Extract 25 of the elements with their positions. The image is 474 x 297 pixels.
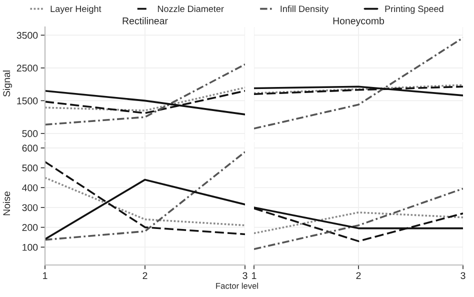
legend-label: Infill Density — [280, 5, 329, 14]
x-tick-label: 2 — [356, 272, 361, 279]
y-tick-label: 600 — [22, 144, 38, 152]
x-tick-label: 1 — [252, 272, 256, 279]
x-axis-title: Factor level — [216, 282, 258, 289]
y-tick-label: 400 — [22, 184, 38, 192]
x-tick-label: 3 — [242, 272, 248, 280]
y-tick-label: 1500 — [17, 97, 38, 104]
legend-label: Layer Height — [50, 5, 102, 14]
y-tick-label: 3500 — [16, 32, 38, 39]
y-tick-label: 500 — [22, 130, 38, 138]
x-tick-label: 1 — [43, 272, 48, 279]
y-tick-label: 300 — [22, 204, 38, 212]
legend-label: Printing Speed — [385, 5, 444, 14]
x-tick-label: 3 — [460, 272, 466, 280]
chart-title: Honeycomb — [333, 17, 384, 26]
x-tick-label: 2 — [142, 272, 148, 279]
y-tick-label: 2500 — [16, 64, 38, 72]
y-tick-label: 500 — [22, 164, 38, 172]
y-tick-label: 100 — [22, 244, 38, 251]
y-tick-label: 200 — [22, 224, 38, 231]
y-axis-title: Signal — [2, 70, 12, 97]
y-axis-title: Noise — [2, 192, 10, 216]
legend-label: Nozzle Diameter — [158, 5, 224, 12]
chart-title: Rectilinear — [122, 17, 168, 24]
